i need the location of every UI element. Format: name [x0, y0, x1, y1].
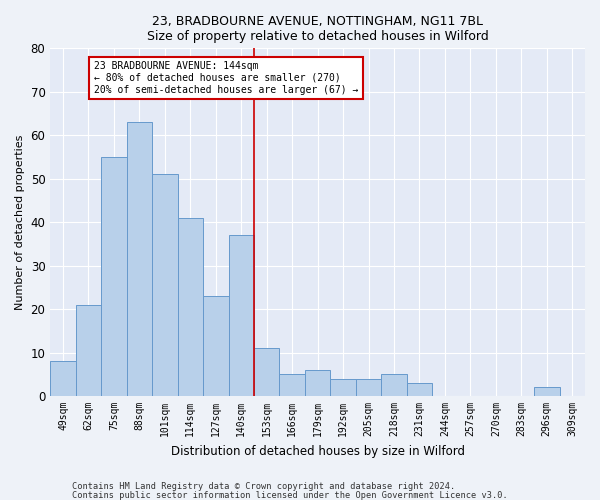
Bar	[254, 348, 280, 396]
Bar	[356, 378, 382, 396]
Bar	[331, 378, 356, 396]
Bar	[101, 157, 127, 396]
Bar	[127, 122, 152, 396]
Text: Contains HM Land Registry data © Crown copyright and database right 2024.: Contains HM Land Registry data © Crown c…	[72, 482, 455, 491]
Bar	[76, 305, 101, 396]
Text: 23 BRADBOURNE AVENUE: 144sqm
← 80% of detached houses are smaller (270)
20% of s: 23 BRADBOURNE AVENUE: 144sqm ← 80% of de…	[94, 62, 358, 94]
Text: Contains public sector information licensed under the Open Government Licence v3: Contains public sector information licen…	[72, 490, 508, 500]
Bar	[229, 235, 254, 396]
Bar	[203, 296, 229, 396]
Bar	[305, 370, 331, 396]
X-axis label: Distribution of detached houses by size in Wilford: Distribution of detached houses by size …	[170, 444, 464, 458]
Bar	[178, 218, 203, 396]
Y-axis label: Number of detached properties: Number of detached properties	[15, 134, 25, 310]
Bar	[534, 388, 560, 396]
Title: 23, BRADBOURNE AVENUE, NOTTINGHAM, NG11 7BL
Size of property relative to detache: 23, BRADBOURNE AVENUE, NOTTINGHAM, NG11 …	[147, 15, 488, 43]
Bar	[407, 383, 432, 396]
Bar	[280, 374, 305, 396]
Bar	[50, 362, 76, 396]
Bar	[152, 174, 178, 396]
Bar	[382, 374, 407, 396]
